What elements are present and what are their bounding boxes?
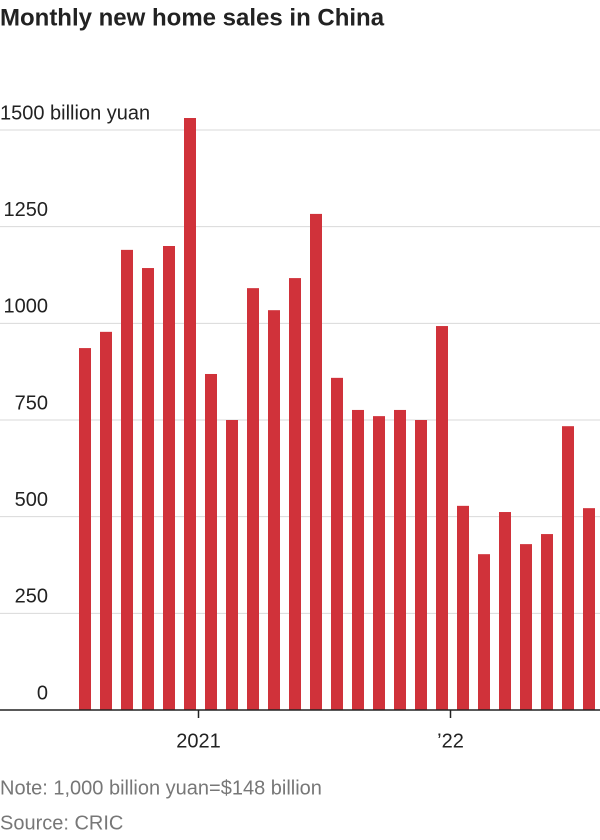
bar — [457, 505, 469, 710]
bar — [247, 288, 259, 710]
x-tick-label: ’22 — [437, 730, 464, 752]
bar — [583, 508, 595, 710]
bar — [163, 246, 175, 710]
bar — [289, 278, 301, 710]
bar — [205, 373, 217, 710]
bar — [352, 409, 364, 710]
bar — [184, 118, 196, 711]
bar — [415, 420, 427, 710]
bar — [268, 310, 280, 710]
chart-title: Monthly new home sales in China — [0, 4, 385, 31]
bar — [121, 249, 133, 710]
bar — [142, 268, 154, 710]
bar — [226, 420, 238, 710]
source: Source: CRIC — [0, 812, 123, 834]
y-tick-label: 0 — [37, 682, 48, 704]
bar — [541, 534, 553, 710]
note: Note: 1,000 billion yuan=$148 billion — [0, 777, 322, 799]
bar — [79, 348, 91, 710]
bar — [499, 512, 511, 710]
bar — [100, 331, 112, 710]
bar — [520, 544, 532, 710]
bar — [562, 426, 574, 710]
y-tick-label: 750 — [15, 392, 48, 414]
y-tick-label: 250 — [15, 586, 48, 608]
bar — [331, 377, 343, 710]
y-tick-label: 1500 billion yuan — [0, 102, 150, 124]
bar — [478, 554, 490, 710]
y-tick-label: 1000 — [4, 296, 49, 318]
x-tick-label: 2021 — [176, 730, 221, 752]
bar — [373, 416, 385, 710]
bar — [394, 409, 406, 710]
bar — [310, 213, 322, 710]
y-tick-label: 500 — [15, 489, 48, 511]
y-tick-label: 1250 — [4, 199, 49, 221]
bar — [436, 326, 448, 710]
